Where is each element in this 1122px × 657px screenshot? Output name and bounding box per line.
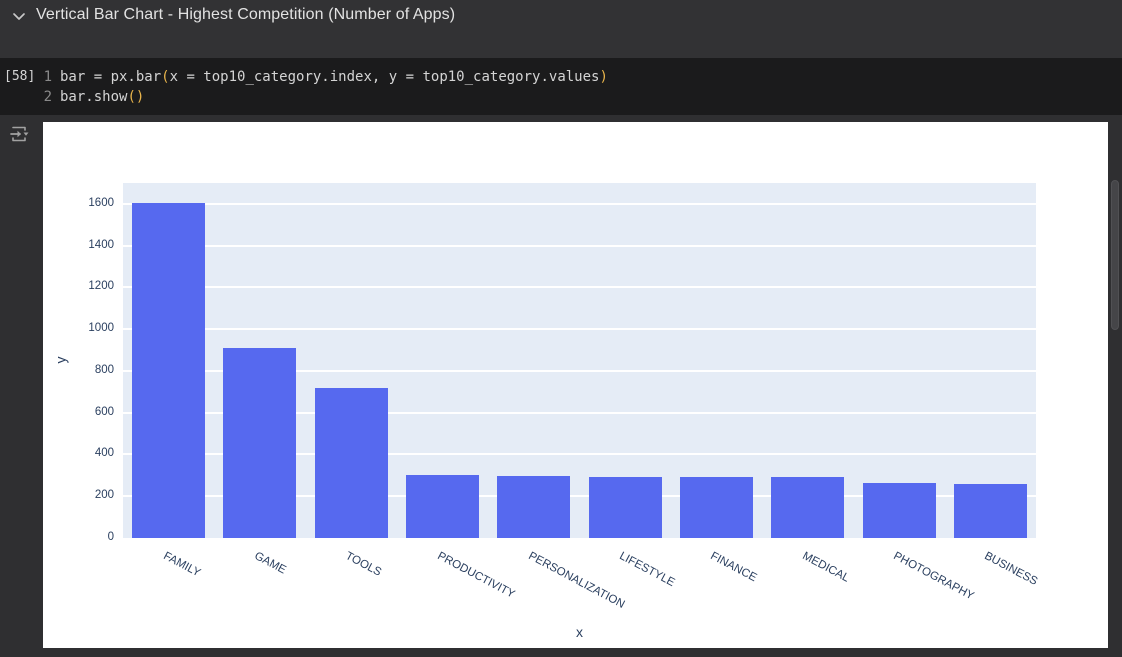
scrollbar-track[interactable] — [1108, 115, 1122, 657]
gridline — [123, 286, 1036, 289]
bar-personalization[interactable] — [497, 476, 571, 538]
x-tick-label: PERSONALIZATION — [526, 550, 627, 611]
bar-game[interactable] — [223, 347, 297, 538]
output-options-icon[interactable] — [8, 124, 32, 144]
code-token: bar = px.bar — [60, 69, 162, 85]
gridline — [123, 369, 1036, 372]
gridline — [123, 495, 1036, 498]
x-tick-label: PRODUCTIVITY — [434, 550, 517, 601]
y-tick-label: 1000 — [88, 322, 114, 335]
x-tick-label: TOOLS — [343, 550, 384, 579]
bar-lifestyle[interactable] — [588, 476, 662, 538]
output-gutter — [0, 115, 43, 648]
gridline — [123, 202, 1036, 205]
bar-family[interactable] — [132, 202, 206, 538]
x-axis-title: x — [576, 624, 583, 640]
output-area: 0 200 400 600 800 1000 1200 1400 1600 FAMILY GAME… — [43, 122, 1108, 648]
code-line[interactable]: 1 bar = px.bar(x = top10_category.index, … — [40, 67, 608, 87]
code-token: bar.show — [60, 89, 128, 105]
bar-productivity[interactable] — [406, 475, 480, 538]
plot-area — [123, 183, 1036, 538]
code-token: () — [127, 89, 145, 105]
section-header: Vertical Bar Chart - Highest Competition… — [0, 0, 1122, 58]
gridline — [123, 453, 1036, 456]
y-tick-label: 600 — [94, 405, 114, 418]
chevron-down-icon[interactable] — [11, 10, 27, 24]
code-lines: 1 bar = px.bar(x = top10_category.index, … — [40, 67, 608, 107]
y-axis-title: y — [52, 356, 69, 364]
y-tick-label: 1400 — [88, 238, 114, 251]
bar-photography[interactable] — [862, 482, 936, 538]
line-number: 1 — [43, 69, 52, 85]
y-tick-label: 400 — [94, 447, 114, 460]
bar-medical[interactable] — [771, 477, 845, 538]
bar-finance[interactable] — [679, 476, 753, 538]
page-title: Vertical Bar Chart - Highest Competition… — [36, 6, 456, 23]
scrollbar-thumb[interactable] — [1111, 180, 1119, 330]
x-tick-label: PHOTOGRAPHY — [891, 550, 976, 603]
code-line[interactable]: 2 bar.show() — [40, 87, 608, 107]
execution-count: [58] — [4, 69, 36, 84]
x-tick-label: FINANCE — [708, 550, 760, 585]
gridline — [123, 328, 1036, 331]
y-axis-ticks: 0 200 400 600 800 1000 1200 1400 1600 — [43, 122, 118, 648]
y-tick-label: 800 — [94, 363, 114, 376]
y-tick-label: 1200 — [88, 280, 114, 293]
code-token: ) — [599, 69, 608, 85]
gridline — [123, 411, 1036, 414]
gridline — [123, 244, 1036, 247]
y-tick-label: 0 — [107, 531, 114, 543]
line-number: 2 — [43, 89, 52, 105]
code-cell[interactable]: [58] 1 bar = px.bar(x = top10_category.in… — [0, 58, 1122, 115]
bar-business[interactable] — [953, 483, 1027, 538]
x-tick-label: GAME — [252, 550, 288, 577]
x-tick-label: LIFESTYLE — [617, 550, 677, 590]
code-token: x = top10_category.index, y = top10_cate… — [169, 69, 600, 85]
x-axis-ticks: FAMILY GAME TOOLS PRODUCTIVITY PERSONALIZATI… — [123, 543, 1040, 618]
x-tick-label: FAMILY — [161, 550, 203, 580]
y-tick-label: 200 — [94, 489, 114, 502]
x-tick-label: MEDICAL — [800, 550, 851, 585]
bar-tools[interactable] — [314, 387, 388, 538]
code-token: ( — [161, 69, 170, 85]
y-tick-label: 1600 — [88, 196, 114, 209]
x-tick-label: BUSINESS — [982, 550, 1040, 588]
